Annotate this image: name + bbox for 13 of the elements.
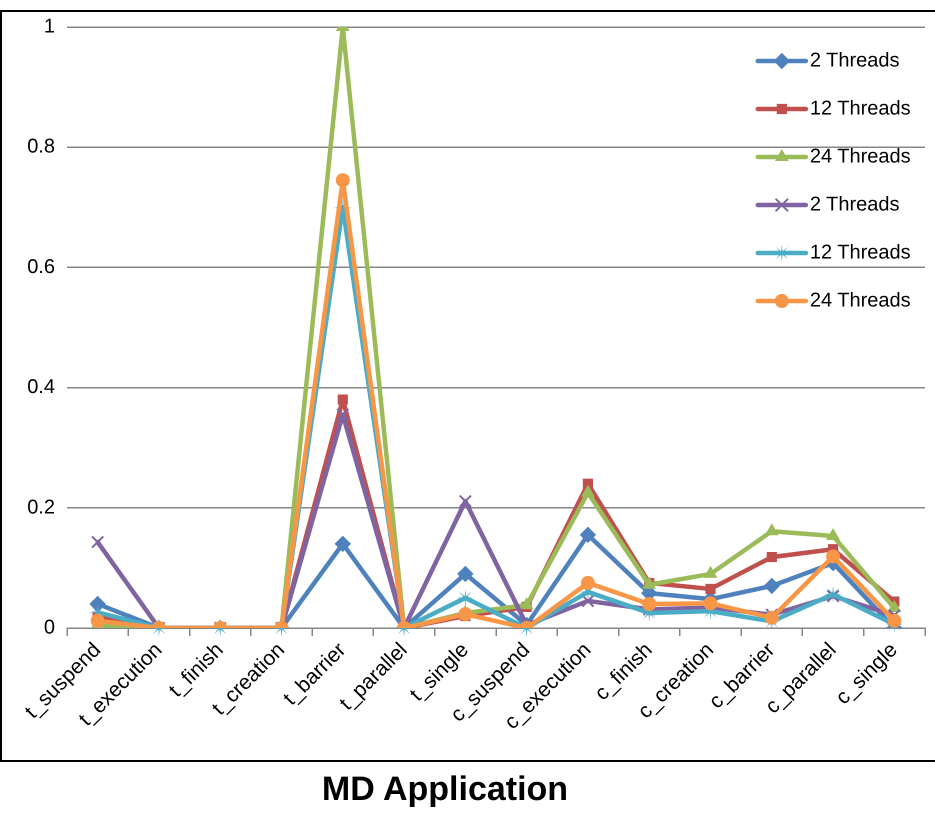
y-tick-label: 0.2 (27, 496, 55, 518)
legend-label: 24 Threads (810, 146, 911, 168)
y-tick-label: 0.8 (27, 136, 55, 158)
y-tick-label: 0.6 (27, 256, 55, 278)
legend-label: 24 Threads (810, 290, 911, 312)
legend-label: 12 Threads (810, 242, 911, 264)
legend-label: 2 Threads (810, 194, 900, 216)
legend-label: 12 Threads (810, 98, 911, 120)
legend-label: 2 Threads (810, 50, 900, 72)
y-tick-label: 0 (44, 616, 55, 639)
text: MD Application (320, 770, 570, 809)
y-tick-label: 1 (44, 16, 55, 38)
y-tick-label: 0.4 (27, 376, 55, 398)
